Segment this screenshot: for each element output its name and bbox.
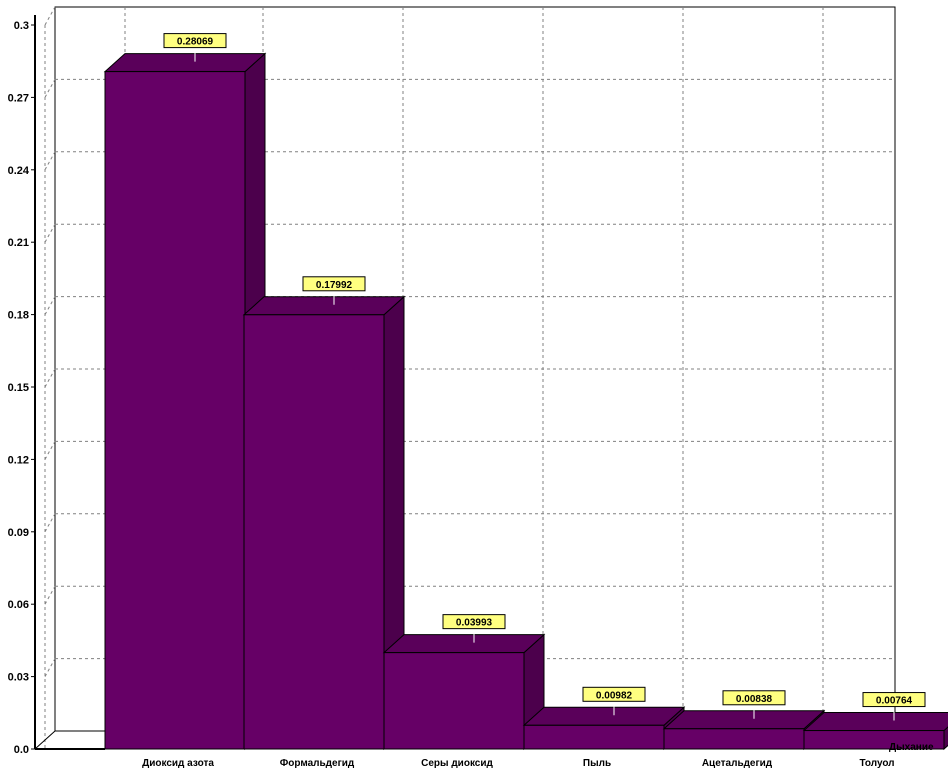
bar-2 bbox=[242, 295, 406, 751]
gridline-side bbox=[44, 79, 56, 98]
bar-front-face bbox=[663, 728, 805, 750]
bar-front-face bbox=[383, 652, 525, 750]
y-tick-label: 0.12 bbox=[8, 454, 29, 466]
data-label: 0.00838 bbox=[736, 694, 773, 705]
gridline-side bbox=[44, 658, 56, 677]
category-label: Формальдегид bbox=[280, 758, 355, 769]
gridline-side bbox=[44, 441, 56, 460]
bar-front-face bbox=[803, 730, 945, 750]
data-label: 0.00764 bbox=[876, 696, 913, 707]
y-tick-label: 0.27 bbox=[8, 92, 29, 104]
y-tick-label: 0.18 bbox=[8, 310, 29, 322]
gridline-side bbox=[44, 513, 56, 533]
bar-top-face bbox=[242, 296, 406, 316]
bar-front-face bbox=[104, 71, 246, 750]
data-label: 0.28069 bbox=[177, 37, 214, 48]
bar-top-face bbox=[662, 710, 826, 730]
category-label: Ацетальдегид bbox=[702, 758, 773, 769]
bar-front-face bbox=[243, 314, 385, 750]
y-tick-label: 0.21 bbox=[8, 237, 29, 249]
bar-top-face bbox=[522, 706, 686, 726]
gridline-side bbox=[44, 151, 56, 171]
bar-top-face bbox=[802, 712, 948, 732]
category-label: Серы диоксид bbox=[421, 758, 493, 769]
data-label-box bbox=[582, 686, 646, 702]
depth-axis-label: Дыхание bbox=[889, 742, 934, 753]
bar-6 bbox=[802, 712, 948, 751]
chart-data-labels: Диоксид азота 0.28069 Формальдегид 0.17992 С… bbox=[142, 33, 926, 769]
data-label-box bbox=[862, 692, 926, 708]
y-tick-label: 0.24 bbox=[8, 165, 30, 177]
data-label-box bbox=[163, 33, 227, 49]
data-label-box bbox=[302, 276, 366, 292]
gridline-side bbox=[44, 585, 56, 605]
data-label-box bbox=[442, 614, 506, 630]
bar-top-face bbox=[103, 53, 267, 73]
category-label: Диоксид азота bbox=[142, 758, 214, 769]
bar-4 bbox=[522, 706, 686, 751]
y-tick-label: 0.3 bbox=[14, 20, 29, 32]
bar-front-face bbox=[523, 724, 665, 750]
floor-edge bbox=[34, 730, 56, 750]
gridline-side bbox=[44, 296, 56, 315]
data-label: 0.17992 bbox=[316, 280, 353, 291]
bar-3 bbox=[382, 633, 546, 751]
bar-top-face bbox=[382, 634, 546, 654]
chart-bars bbox=[103, 52, 948, 751]
y-tick-label: 0.09 bbox=[8, 527, 29, 539]
gridline-side bbox=[44, 368, 56, 388]
category-label: Пыль bbox=[583, 758, 611, 769]
y-tick-label: 0.06 bbox=[8, 599, 29, 611]
data-label: 0.03993 bbox=[456, 618, 493, 629]
data-label: 0.00982 bbox=[596, 690, 633, 701]
gridline-side bbox=[44, 6, 56, 26]
chart-axes: 0.0 0.03 0.06 0.09 0.12 0.15 0.18 0.21 0.24 0.27 0… bbox=[8, 15, 105, 756]
bar-5 bbox=[662, 709, 826, 751]
gridline-side bbox=[44, 223, 56, 243]
y-tick-label: 0.03 bbox=[8, 672, 29, 684]
bar-1 bbox=[103, 52, 267, 751]
data-label-box bbox=[722, 690, 786, 706]
category-label: Толуол bbox=[859, 758, 894, 769]
y-tick-label: 0.0 bbox=[14, 744, 29, 756]
y-tick-label: 0.15 bbox=[8, 382, 29, 394]
